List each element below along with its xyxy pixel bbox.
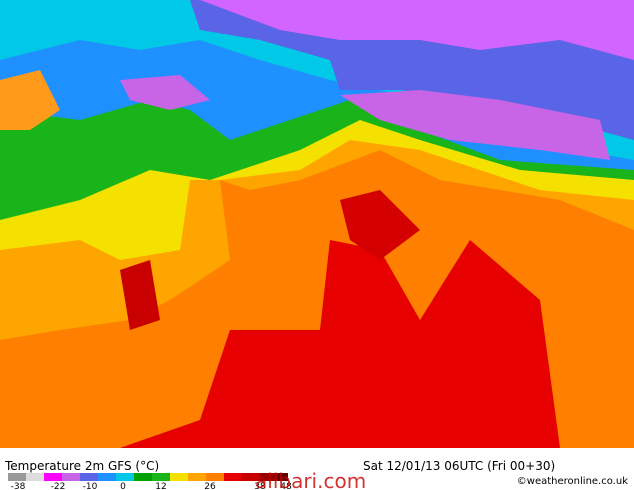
very-cold-zone: [200, 0, 634, 60]
watermark: alibari.com: [255, 469, 366, 490]
tibet-cold: [340, 90, 610, 160]
map-title: Temperature 2m GFS (°C): [4, 459, 159, 473]
colorbar-swatch: [98, 473, 116, 481]
colorbar-swatch: [8, 473, 26, 481]
colorbar-swatch: [116, 473, 134, 481]
colorbar-tick-label: 48: [280, 482, 292, 490]
colorbar-swatch: [242, 473, 260, 481]
credit: ©weatheronline.co.uk: [517, 476, 628, 487]
map: [0, 0, 634, 448]
colorbar-swatch: [62, 473, 80, 481]
colorbar-tick-label: 38: [254, 482, 266, 490]
colorbar-swatch: [26, 473, 44, 481]
colorbar-swatch: [188, 473, 206, 481]
india-hot: [340, 190, 420, 260]
mediterranean-warm: [0, 70, 60, 130]
colorbar-tick-label: -10: [83, 482, 98, 490]
colorbar-tick-label: 26: [204, 482, 216, 490]
colorbar-swatch: [260, 473, 278, 481]
colorbar-tick-label: -22: [51, 482, 66, 490]
colorbar-swatch: [206, 473, 224, 481]
colorbar-swatch: [278, 473, 288, 481]
colorbar-swatch: [134, 473, 152, 481]
timestamp: Sat 12/01/13 06UTC (Fri 00+30): [363, 459, 555, 473]
red-sea-hot: [120, 260, 160, 330]
footer-background: [0, 448, 634, 490]
colorbar-swatch: [224, 473, 242, 481]
colorbar-swatch: [80, 473, 98, 481]
colorbar-tick-label: 0: [120, 482, 126, 490]
colorbar-swatch: [170, 473, 188, 481]
caucasus-cold: [120, 75, 210, 110]
colorbar-swatch: [44, 473, 62, 481]
colorbar-tick-label: -38: [11, 482, 26, 490]
colorbar-tick-label: 12: [155, 482, 166, 490]
colorbar: -38 -22 -10 0 12 26 38 48: [8, 473, 292, 490]
colorbar-swatch: [152, 473, 170, 481]
